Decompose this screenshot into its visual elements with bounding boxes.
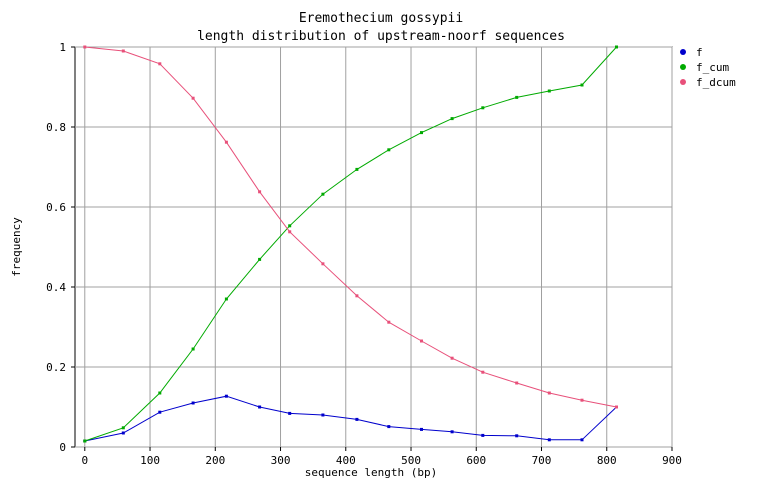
data-point-f-cum bbox=[224, 297, 228, 301]
data-point-f bbox=[580, 438, 584, 442]
data-point-f-dcum bbox=[258, 190, 262, 194]
data-point-f bbox=[420, 427, 423, 431]
data-point-f-cum bbox=[420, 131, 423, 135]
data-point-f-cum bbox=[288, 224, 292, 228]
data-point-f-dcum bbox=[158, 62, 162, 66]
data-point-f-cum bbox=[121, 426, 125, 430]
data-point-f bbox=[288, 411, 292, 415]
x-tick-label: 500 bbox=[401, 454, 421, 467]
data-point-f-cum bbox=[580, 83, 584, 87]
legend-label: f bbox=[696, 46, 703, 59]
data-point-f bbox=[121, 431, 125, 435]
data-point-f-dcum bbox=[191, 96, 195, 100]
chart-subtitle: length distribution of upstream-noorf se… bbox=[197, 29, 565, 44]
legend-marker bbox=[680, 79, 686, 85]
legend-label: f_cum bbox=[696, 61, 729, 74]
data-point-f bbox=[481, 433, 485, 437]
data-point-f-dcum bbox=[224, 140, 228, 144]
x-axis-label: sequence length (bp) bbox=[305, 466, 437, 479]
x-tick-label: 0 bbox=[81, 454, 88, 467]
data-point-f-dcum bbox=[580, 398, 584, 402]
y-tick-label: 1 bbox=[59, 41, 66, 54]
data-point-f bbox=[547, 438, 551, 442]
data-point-f-cum bbox=[481, 106, 485, 110]
y-tick-label: 0.2 bbox=[46, 361, 66, 374]
data-point-f-dcum bbox=[515, 381, 519, 385]
data-point-f-cum bbox=[547, 89, 551, 93]
data-point-f-cum bbox=[158, 391, 162, 395]
data-point-f bbox=[224, 394, 228, 398]
data-point-f-cum bbox=[321, 192, 325, 196]
x-tick-label: 100 bbox=[140, 454, 160, 467]
x-tick-label: 800 bbox=[597, 454, 617, 467]
data-point-f-cum bbox=[191, 347, 195, 351]
data-point-f bbox=[515, 434, 519, 438]
legend-label: f_dcum bbox=[696, 76, 736, 89]
series bbox=[83, 45, 618, 443]
data-point-f-cum bbox=[355, 167, 359, 171]
data-point-f-dcum bbox=[615, 405, 618, 409]
x-tick-label: 900 bbox=[662, 454, 682, 467]
x-tick-label: 300 bbox=[271, 454, 291, 467]
data-point-f-dcum bbox=[481, 370, 485, 374]
data-point-f bbox=[158, 410, 162, 414]
data-point-f-cum bbox=[258, 257, 262, 261]
grid bbox=[75, 46, 673, 448]
data-point-f-dcum bbox=[121, 49, 125, 53]
data-point-f bbox=[321, 413, 325, 417]
data-point-f-cum bbox=[387, 148, 391, 152]
data-point-f-dcum bbox=[387, 320, 391, 324]
data-point-f-cum bbox=[83, 439, 87, 443]
data-point-f-dcum bbox=[547, 391, 551, 395]
data-point-f-dcum bbox=[83, 45, 87, 49]
data-point-f-dcum bbox=[450, 356, 454, 360]
data-point-f bbox=[191, 401, 195, 405]
x-tick-label: 200 bbox=[205, 454, 225, 467]
data-point-f-cum bbox=[615, 45, 618, 49]
y-tick-label: 0.6 bbox=[46, 201, 66, 214]
data-point-f-dcum bbox=[355, 294, 359, 298]
data-point-f bbox=[387, 425, 391, 429]
x-tick-label: 400 bbox=[336, 454, 356, 467]
data-point-f bbox=[450, 430, 454, 434]
chart-title: Eremothecium gossypii bbox=[299, 11, 463, 26]
data-point-f-dcum bbox=[420, 339, 423, 343]
data-point-f-cum bbox=[450, 117, 454, 121]
data-point-f-dcum bbox=[288, 230, 292, 234]
y-tick-label: 0 bbox=[59, 441, 66, 454]
data-point-f-cum bbox=[515, 95, 519, 99]
axes: 0 100 200 300 400 500 600 700 800 900 0 0.2 0.4 0.6 0.… bbox=[46, 41, 682, 467]
data-point-f bbox=[355, 417, 359, 421]
x-tick-label: 600 bbox=[466, 454, 486, 467]
x-tick-label: 700 bbox=[532, 454, 552, 467]
y-tick-label: 0.4 bbox=[46, 281, 66, 294]
data-point-f bbox=[258, 405, 262, 409]
legend: f f_cum f_dcum bbox=[680, 46, 736, 89]
y-tick-label: 0.8 bbox=[46, 121, 66, 134]
plot-area bbox=[74, 46, 673, 448]
data-point-f-dcum bbox=[321, 262, 325, 266]
legend-marker bbox=[680, 49, 686, 55]
y-axis-label: frequency bbox=[10, 217, 23, 277]
legend-marker bbox=[680, 64, 686, 70]
